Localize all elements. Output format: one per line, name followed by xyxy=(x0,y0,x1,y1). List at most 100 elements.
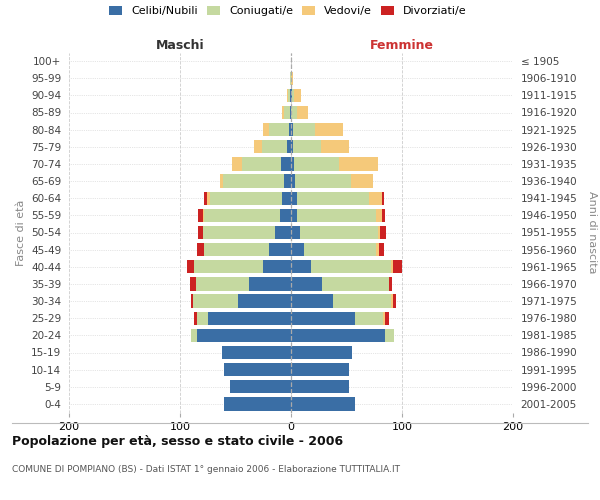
Text: Popolazione per età, sesso e stato civile - 2006: Popolazione per età, sesso e stato civil… xyxy=(12,435,343,448)
Bar xyxy=(223,174,284,188)
Bar xyxy=(351,174,373,188)
Bar xyxy=(281,157,291,170)
Bar xyxy=(197,243,205,256)
Bar xyxy=(290,72,291,85)
Bar xyxy=(232,157,242,170)
Bar xyxy=(191,294,193,308)
Bar xyxy=(282,106,284,119)
Bar xyxy=(197,312,208,325)
Bar xyxy=(293,123,316,136)
Bar xyxy=(322,277,389,290)
Bar xyxy=(224,397,291,410)
Bar xyxy=(187,260,194,274)
Bar xyxy=(291,72,293,85)
Bar xyxy=(291,106,296,119)
Bar xyxy=(300,226,377,239)
Y-axis label: Anni di nascita: Anni di nascita xyxy=(587,191,597,274)
Bar xyxy=(203,208,205,222)
Bar xyxy=(287,88,290,102)
Bar xyxy=(304,243,376,256)
Bar xyxy=(224,363,291,376)
Bar xyxy=(190,277,196,290)
Bar xyxy=(205,243,269,256)
Bar xyxy=(269,243,291,256)
Bar xyxy=(393,260,402,274)
Bar xyxy=(382,208,385,222)
Text: Femmine: Femmine xyxy=(370,38,434,52)
Bar xyxy=(291,243,304,256)
Bar xyxy=(291,363,349,376)
Bar xyxy=(193,294,238,308)
Bar xyxy=(291,88,292,102)
Bar xyxy=(292,88,295,102)
Bar xyxy=(291,260,311,274)
Bar xyxy=(368,192,382,205)
Bar xyxy=(287,140,291,153)
Bar xyxy=(380,226,386,239)
Legend: Celibi/Nubili, Coniugati/e, Vedovi/e, Divorziati/e: Celibi/Nubili, Coniugati/e, Vedovi/e, Di… xyxy=(109,6,467,16)
Bar xyxy=(291,312,355,325)
Bar xyxy=(198,226,203,239)
Bar xyxy=(311,260,391,274)
Bar xyxy=(242,157,281,170)
Bar xyxy=(291,277,322,290)
Bar xyxy=(391,260,393,274)
Bar xyxy=(296,192,369,205)
Bar xyxy=(269,123,289,136)
Bar xyxy=(275,226,291,239)
Bar xyxy=(291,192,296,205)
Bar xyxy=(197,328,291,342)
Bar xyxy=(296,208,376,222)
Bar xyxy=(291,397,355,410)
Bar xyxy=(291,208,296,222)
Bar xyxy=(194,260,263,274)
Bar xyxy=(289,123,291,136)
Y-axis label: Fasce di età: Fasce di età xyxy=(16,200,26,266)
Bar xyxy=(382,192,384,205)
Bar xyxy=(291,380,349,394)
Bar xyxy=(291,174,295,188)
Bar xyxy=(385,328,394,342)
Bar xyxy=(230,380,291,394)
Bar xyxy=(376,208,382,222)
Bar xyxy=(296,106,308,119)
Bar xyxy=(263,123,269,136)
Bar xyxy=(291,226,300,239)
Bar xyxy=(198,208,203,222)
Bar xyxy=(249,277,291,290)
Bar xyxy=(263,260,291,274)
Bar xyxy=(284,106,290,119)
Bar xyxy=(355,312,383,325)
Bar xyxy=(391,294,393,308)
Bar xyxy=(321,140,349,153)
Bar xyxy=(291,346,352,359)
Bar xyxy=(262,140,287,153)
Bar xyxy=(385,312,389,325)
Bar xyxy=(291,140,293,153)
Bar xyxy=(220,174,223,188)
Bar xyxy=(295,174,351,188)
Bar xyxy=(222,346,291,359)
Bar xyxy=(377,226,380,239)
Bar xyxy=(194,312,197,325)
Bar xyxy=(291,123,293,136)
Bar xyxy=(208,312,291,325)
Bar xyxy=(203,226,275,239)
Bar xyxy=(316,123,343,136)
Text: Maschi: Maschi xyxy=(155,38,205,52)
Bar xyxy=(254,140,262,153)
Bar xyxy=(196,277,249,290)
Bar xyxy=(284,174,291,188)
Bar xyxy=(339,157,377,170)
Bar xyxy=(291,157,295,170)
Bar xyxy=(290,88,291,102)
Bar xyxy=(280,208,291,222)
Bar xyxy=(295,157,339,170)
Bar xyxy=(291,328,385,342)
Bar xyxy=(205,208,280,222)
Bar xyxy=(393,294,397,308)
Bar xyxy=(290,106,291,119)
Bar xyxy=(210,192,282,205)
Bar xyxy=(333,294,391,308)
Bar xyxy=(206,192,210,205)
